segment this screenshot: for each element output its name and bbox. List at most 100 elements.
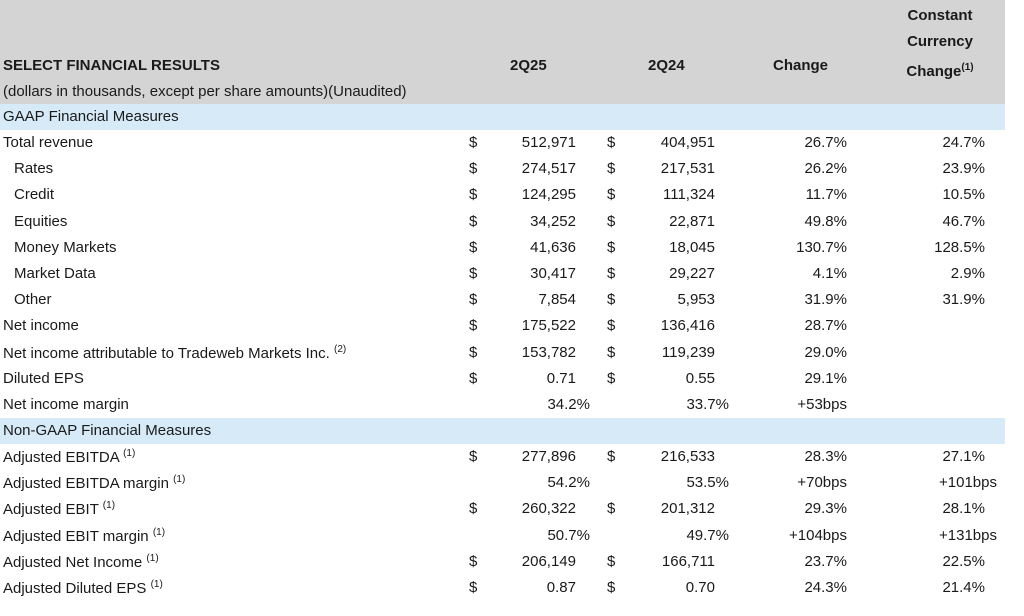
currency-symbol: $ [607, 448, 616, 466]
row-label-text: Adjusted Net Income [3, 553, 143, 571]
prior-value: 201,312 [660, 500, 715, 518]
row-label: Net income margin [3, 396, 129, 413]
row-label-text: Adjusted Diluted EPS [3, 580, 147, 597]
row-footnote: (1) [102, 500, 116, 512]
row-label-text: Net income [3, 317, 79, 335]
cc-line3: Change(1) [875, 55, 1005, 85]
currency-symbol: $ [607, 264, 616, 282]
prior-value: 136,416 [660, 317, 715, 335]
row-label: Adjusted EBIT margin (1) [3, 527, 165, 545]
table-body: GAAP Financial Measures Total revenue $512… [0, 104, 1024, 601]
section-header: Non-GAAP Financial Measures [0, 418, 1005, 445]
currency-symbol: $ [607, 343, 616, 361]
prior-value: 217,531 [660, 160, 715, 178]
currency-symbol: $ [469, 238, 478, 256]
row-footnote: (1) [173, 474, 186, 486]
prior-value: 0.70 [685, 579, 715, 596]
table-row: Diluted EPS $0.71 $0.55 29.1% [0, 366, 1005, 392]
row-label: Money Markets [14, 239, 117, 256]
current-value: 153,782 [521, 343, 576, 361]
table-row: Adjusted EBIT margin (1) 50.7% 49.7% +104bp… [0, 523, 1005, 549]
prior-value: 53.5% [686, 474, 729, 492]
row-label-text: Money Markets [14, 238, 117, 256]
change-value: 28.7% [804, 317, 847, 335]
row-label: Adjusted EBITDA margin (1) [3, 474, 185, 492]
constant-currency-value: +131bps [939, 526, 997, 544]
currency-symbol: $ [607, 317, 616, 335]
currency-symbol: $ [469, 291, 478, 309]
table-row: Net income attributable to Tradeweb Mark… [0, 340, 1005, 366]
row-label: Market Data [14, 265, 96, 282]
change-value: 29.3% [804, 500, 847, 518]
row-label: Diluted EPS [3, 370, 84, 387]
constant-currency-value: 22.5% [942, 552, 985, 570]
current-value: 34.2% [547, 395, 590, 413]
currency-symbol: $ [607, 369, 616, 387]
row-label: Net income [3, 317, 79, 334]
row-label-text: Adjusted EBIT margin [3, 527, 149, 545]
row-label-text: Market Data [14, 264, 96, 282]
table-row: Adjusted Diluted EPS (1) $0.87 $0.70 24.3% 2… [0, 575, 1005, 601]
row-label: Adjusted Net Income (1) [3, 553, 159, 571]
prior-value: 404,951 [660, 134, 715, 151]
cc-footnote: (1) [961, 62, 974, 73]
current-value: 277,896 [521, 448, 576, 466]
currency-symbol: $ [607, 134, 616, 151]
row-label: Equities [14, 213, 67, 230]
column-header-change: Change [773, 57, 829, 74]
current-value: 30,417 [530, 264, 576, 282]
prior-value: 0.55 [685, 369, 715, 387]
constant-currency-value: 46.7% [942, 212, 985, 230]
current-value: 260,322 [521, 500, 576, 518]
prior-value: 29,227 [669, 264, 715, 282]
row-footnote: (2) [334, 343, 347, 355]
currency-symbol: $ [469, 343, 478, 361]
change-value: 4.1% [812, 264, 847, 282]
row-label-text: Other [14, 291, 52, 309]
change-value: 26.7% [804, 134, 847, 151]
currency-symbol: $ [607, 160, 616, 178]
table-row: Rates $274,517 $217,531 26.2% 23.9% [0, 156, 1005, 182]
row-label-text: Net income attributable to Tradeweb Mark… [3, 344, 330, 362]
table-row: Adjusted Net Income (1) $206,149 $166,711 2… [0, 549, 1005, 575]
currency-symbol: $ [469, 317, 478, 335]
constant-currency-value: 31.9% [942, 291, 985, 309]
row-label-text: Equities [14, 212, 68, 230]
constant-currency-value: 21.4% [942, 579, 985, 596]
prior-value: 22,871 [669, 212, 715, 230]
table-row: Other $7,854 $5,953 31.9% 31.9% [0, 287, 1005, 313]
table-row: Net income margin 34.2% 33.7% +53bps [0, 392, 1005, 418]
table-row: Adjusted EBITDA (1) $277,896 $216,533 28.3%… [0, 444, 1005, 470]
change-value: 28.3% [804, 448, 847, 466]
change-value: 24.3% [804, 579, 847, 596]
row-label: Net income attributable to Tradeweb Mark… [3, 344, 346, 362]
cc-line3-text: Change [906, 63, 962, 80]
current-value: 274,517 [521, 160, 576, 178]
change-value: 49.8% [804, 212, 847, 230]
row-label: Other [14, 291, 52, 308]
prior-value: 49.7% [686, 526, 729, 544]
change-value: +53bps [797, 395, 847, 413]
cc-line1: Constant [907, 7, 973, 24]
table-row: Net income $175,522 $136,416 28.7% [0, 313, 1005, 339]
row-label-text: Adjusted EBITDA margin [3, 475, 169, 493]
row-label: Adjusted EBITDA (1) [3, 448, 135, 466]
currency-symbol: $ [469, 212, 478, 230]
current-value: 175,522 [521, 317, 576, 335]
current-value: 54.2% [547, 474, 590, 492]
row-label-text: Rates [14, 160, 54, 178]
currency-symbol: $ [607, 552, 616, 570]
table-row: Equities $34,252 $22,871 49.8% 46.7% [0, 209, 1005, 235]
table-subtitle: (dollars in thousands, except per share … [3, 83, 407, 100]
current-value: 0.71 [546, 369, 576, 387]
currency-symbol: $ [469, 134, 478, 151]
constant-currency-value: 28.1% [942, 500, 985, 518]
change-value: 130.7% [796, 238, 847, 256]
section-header: GAAP Financial Measures [0, 104, 1005, 130]
currency-symbol: $ [607, 238, 616, 256]
constant-currency-value: +101bps [939, 474, 997, 492]
change-value: 26.2% [804, 160, 847, 178]
change-value: 29.1% [804, 369, 847, 387]
current-value: 124,295 [521, 186, 576, 204]
constant-currency-value: 24.7% [942, 134, 985, 151]
